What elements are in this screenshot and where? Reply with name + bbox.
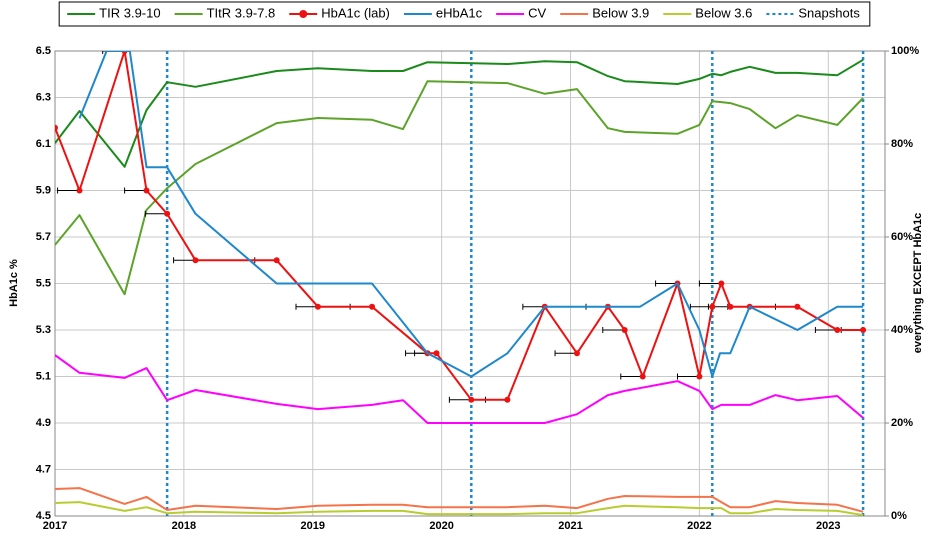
y-tick-label: 5.9 — [36, 184, 51, 196]
series-line — [55, 501, 864, 516]
point — [727, 303, 734, 310]
y-tick-label: 5.1 — [36, 370, 51, 382]
legend-label: TIR 3.9-10 — [99, 5, 160, 20]
error-bar — [124, 187, 147, 194]
y2-tick-label: 40% — [891, 324, 913, 336]
series-line — [55, 58, 864, 168]
legend-label: Below 3.6 — [695, 5, 752, 20]
legend-label: HbA1c (lab) — [321, 5, 390, 20]
legend-marker — [299, 10, 308, 18]
y-tick-label: 6.5 — [36, 45, 51, 57]
legend-label: TItR 3.9-7.8 — [207, 5, 276, 20]
y-tick-label: 4.5 — [36, 510, 51, 522]
series-line — [55, 51, 864, 401]
point — [369, 303, 376, 310]
error-bar — [102, 51, 125, 54]
error-bar — [620, 373, 643, 380]
point — [504, 396, 511, 403]
legend-label: eHbA1c — [436, 5, 483, 20]
error-bar — [677, 373, 700, 380]
point — [860, 327, 867, 333]
point — [621, 327, 628, 333]
point — [433, 350, 440, 357]
series-line — [78, 51, 864, 378]
legend-label: Below 3.9 — [592, 5, 649, 20]
x-tick-label: 2019 — [301, 520, 325, 532]
error-bar — [698, 280, 722, 287]
x-tick-label: 2018 — [172, 520, 196, 532]
y2-tick-label: 100% — [891, 45, 919, 57]
point — [192, 257, 199, 264]
series-line — [55, 487, 864, 513]
point — [696, 373, 703, 380]
point — [55, 124, 58, 131]
error-bar — [144, 210, 168, 217]
point — [573, 350, 580, 357]
error-bar — [295, 303, 318, 310]
point — [834, 327, 841, 333]
y2-tick-label: 0% — [891, 510, 907, 522]
error-bar — [33, 125, 55, 131]
point — [143, 187, 150, 194]
error-bar — [448, 396, 472, 403]
point — [639, 373, 646, 380]
error-bar — [814, 327, 838, 333]
legend: TIR 3.9-10 TItR 3.9-7.8 HbA1c (lab) eHbA1c C… — [58, 1, 871, 27]
x-tick-label: 2022 — [687, 520, 711, 532]
x-tick-label: 2021 — [558, 520, 582, 532]
y-tick-label: 5.3 — [36, 324, 51, 336]
y-tick-label: 5.5 — [36, 277, 51, 289]
y-tick-label: 6.1 — [36, 138, 51, 150]
y-tick-label: 4.9 — [36, 417, 51, 429]
y-tick-label: 5.7 — [36, 231, 51, 243]
x-tick-label: 2017 — [43, 520, 67, 532]
error-bar — [554, 350, 577, 357]
point — [718, 280, 725, 287]
point — [794, 303, 801, 310]
y2-tick-label: 20% — [891, 417, 913, 429]
point — [273, 257, 280, 264]
y-axis-label: HbA1c % — [8, 259, 20, 307]
series-line — [55, 354, 864, 424]
series-line — [55, 80, 864, 296]
y2-axis-label: everything EXCEPT HbA1c — [912, 213, 924, 354]
point — [164, 210, 171, 217]
legend-label: Snapshots — [798, 5, 860, 20]
point — [468, 396, 475, 403]
point — [76, 187, 83, 194]
plot-frame — [54, 50, 886, 517]
error-bar — [57, 187, 80, 194]
point — [709, 303, 716, 310]
point — [314, 303, 321, 310]
error-bar — [655, 280, 678, 287]
y-tick-label: 4.7 — [36, 463, 51, 475]
x-tick-label: 2023 — [816, 520, 840, 532]
error-bar — [173, 257, 196, 264]
legend-label: CV — [528, 5, 546, 20]
y2-tick-label: 80% — [891, 138, 913, 150]
plot-area — [33, 51, 867, 516]
y-tick-label: 6.3 — [36, 91, 51, 103]
x-tick-label: 2020 — [429, 520, 453, 532]
error-bar — [522, 303, 545, 310]
error-bar — [602, 327, 625, 333]
y2-tick-label: 60% — [891, 231, 913, 243]
